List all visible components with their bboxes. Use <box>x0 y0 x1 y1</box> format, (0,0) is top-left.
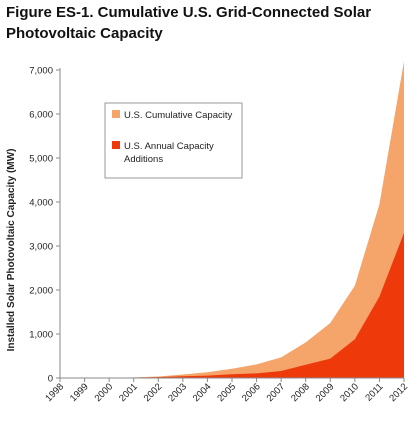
x-tick-label: 2011 <box>363 381 385 403</box>
legend-box <box>104 102 243 179</box>
x-tick-label: 2007 <box>265 381 288 404</box>
x-tick-label: 2009 <box>314 381 337 404</box>
y-tick-label: 5,000 <box>29 154 53 165</box>
x-tick-label: 2000 <box>93 381 116 404</box>
figure-title: Figure ES-1. Cumulative U.S. Grid-Connec… <box>6 2 406 44</box>
y-tick-label: 6,000 <box>29 110 53 121</box>
x-tick-label: 2003 <box>166 381 189 404</box>
series-area-annual <box>60 232 404 378</box>
legend-label-cumulative: U.S. Cumulative Capacity <box>124 110 232 121</box>
figure-title-line-2: Photovoltaic Capacity <box>6 25 163 42</box>
x-tick-label: 2001 <box>117 381 140 404</box>
y-tick-label: 3,000 <box>29 242 53 253</box>
y-axis-title: Installed Solar Photovoltaic Capacity (M… <box>6 149 17 352</box>
x-tick-label: 2012 <box>387 381 410 404</box>
y-tick-label: 7,000 <box>29 66 53 77</box>
y-tick-label: 0 <box>48 374 53 385</box>
x-tick-label: 1999 <box>68 381 91 404</box>
x-tick-label: 1998 <box>43 381 66 404</box>
y-tick-label: 4,000 <box>29 198 53 209</box>
x-tick-label: 2010 <box>338 381 361 404</box>
x-tick-label: 2008 <box>289 381 312 404</box>
figure-title-line-1: Figure ES-1. Cumulative U.S. Grid-Connec… <box>6 4 372 21</box>
y-tick-label: 2,000 <box>29 286 53 297</box>
legend-swatch-annual <box>112 141 120 149</box>
y-tick-label: 1,000 <box>29 330 53 341</box>
x-tick-label: 2005 <box>215 381 238 404</box>
x-tick-label: 2004 <box>191 381 214 404</box>
x-tick-label: 2006 <box>240 381 263 404</box>
x-tick-label: 2002 <box>142 381 165 404</box>
legend-swatch-cumulative <box>112 110 120 118</box>
legend-label-annual: U.S. Annual Capacity Additions <box>124 141 214 165</box>
